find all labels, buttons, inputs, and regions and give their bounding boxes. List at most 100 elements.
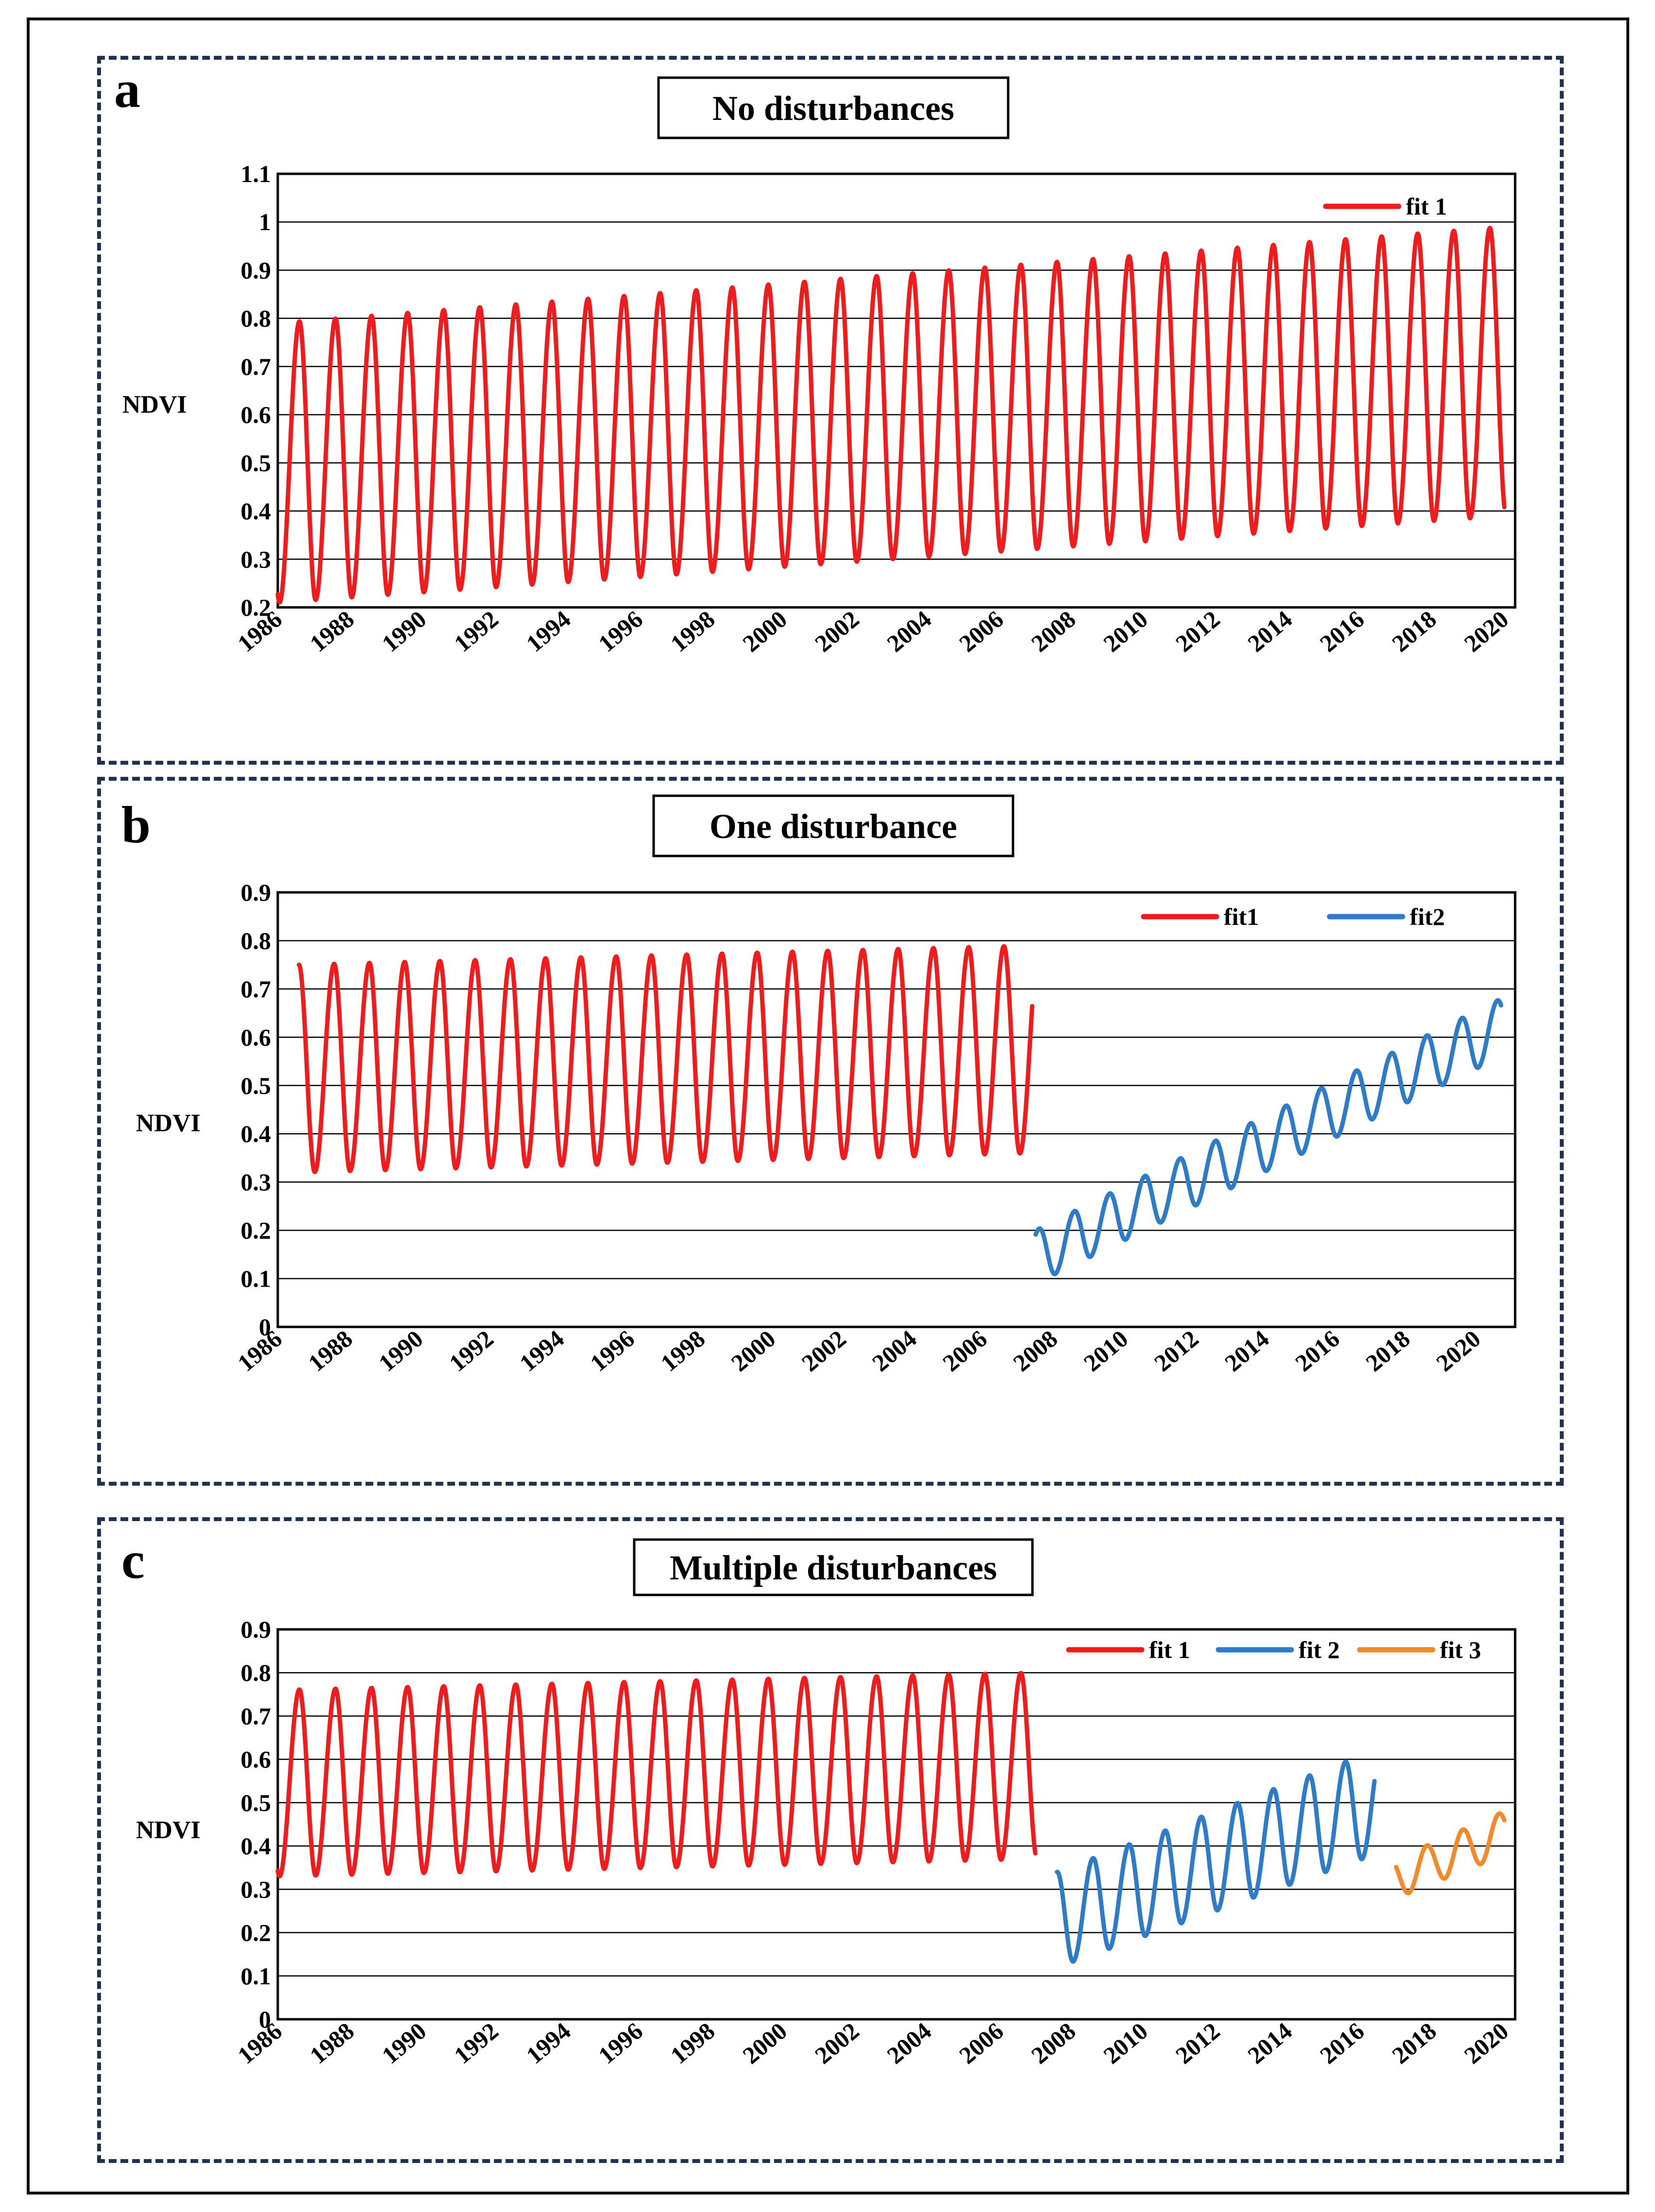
panel-b-x-tick-label: 2002: [796, 1325, 851, 1377]
panel-b-x-tick-label: 2008: [1008, 1325, 1063, 1377]
panel-a-x-tick-label: 2002: [810, 605, 864, 657]
panel-c-y-tick-label: 0.3: [241, 1876, 271, 1903]
panel-a-x-tick-label: 2000: [737, 605, 792, 657]
panel-b-x-tick-label: 2014: [1219, 1325, 1274, 1377]
panel-b-x-tick-label: 1986: [232, 1325, 287, 1377]
panel-a-x-tick-label: 1998: [665, 605, 720, 657]
panel-a-y-tick-label: 0.7: [241, 353, 271, 380]
panel-c-legend-label: fit 3: [1440, 1636, 1481, 1663]
panel-c-letter: c: [121, 1532, 145, 1590]
panel-a-y-tick-label: 0.8: [241, 305, 271, 332]
panel-b-y-tick-label: 0.7: [241, 975, 271, 1003]
panel-a-y-tick-label: 0.6: [241, 401, 271, 428]
panel-b-x-tick-label: 2012: [1149, 1325, 1204, 1377]
panel-c-y-tick-label: 0.6: [241, 1746, 271, 1773]
panel-b-y-axis-title: NDVI: [136, 1109, 201, 1137]
panel-c-y-tick-label: 0.7: [241, 1702, 271, 1729]
panel-b-series-fit2-line: [1033, 998, 1503, 1276]
panel-b-x-tick-label: 2016: [1290, 1325, 1345, 1377]
panel-b-plot-area: [276, 891, 1517, 1328]
panel-a-y-tick-label: 1.1: [241, 160, 271, 187]
panel-a-x-tick-label: 2020: [1459, 605, 1514, 657]
panel-c-series-fit2-line: [1055, 1760, 1377, 1964]
panel-c-frame: [97, 1517, 1564, 2163]
panel-b-x-tick-label: 1988: [303, 1325, 358, 1377]
panel-a-series-fit1-line: [275, 226, 1507, 605]
panel-a-x-tick-label: 2018: [1387, 605, 1442, 657]
panel-b-y-tick-label: 0.6: [241, 1023, 271, 1051]
panel-b-y-tick-label: 0.3: [241, 1169, 271, 1196]
panel-b-legend-label: fit2: [1410, 903, 1445, 930]
panel-b-x-tick-label: 1992: [444, 1325, 499, 1377]
panel-c-series-fit1-line: [275, 1671, 1038, 1878]
panel-b-y-tick-label: 0.1: [241, 1265, 271, 1292]
panel-c-x-tick-label: 1990: [377, 2017, 432, 2069]
panel-b-x-tick-label: 2018: [1360, 1325, 1415, 1377]
panel-a-title: No disturbances: [712, 89, 954, 128]
panel-a-y-tick-label: 0.4: [241, 498, 271, 525]
panel-c-y-axis-title: NDVI: [136, 1816, 201, 1844]
panel-b-x-tick-label: 1998: [656, 1325, 710, 1377]
panel-b-x-tick-label: 2010: [1079, 1325, 1133, 1377]
panel-c-x-tick-label: 1988: [304, 2017, 359, 2069]
panel-c-x-tick-label: 2010: [1098, 2017, 1153, 2069]
panel-b-y-tick-label: 0.8: [241, 927, 271, 954]
panel-b-title: One disturbance: [709, 807, 957, 846]
panel-c-x-tick-label: 1998: [665, 2017, 720, 2069]
panel-a-x-tick-label: 2010: [1098, 605, 1153, 657]
panel-b-y-tick-label: 0.5: [241, 1072, 271, 1099]
panel-c-x-tick-label: 2002: [810, 2017, 864, 2069]
panel-c-y-tick-label: 0.5: [241, 1789, 271, 1816]
panel-a-x-tick-label: 2016: [1315, 605, 1369, 657]
panel-b-y-tick-label: 0: [259, 1313, 271, 1341]
panel-a-x-tick-label: 1988: [304, 605, 359, 657]
panel-c-x-tick-label: 2016: [1315, 2017, 1369, 2069]
panel-c-title-box: [633, 1538, 1034, 1596]
panel-c-legend-label: fit 1: [1149, 1636, 1190, 1663]
panel-c-legend-label: fit 2: [1299, 1636, 1340, 1663]
panel-c-y-tick-label: 0.2: [241, 1919, 271, 1946]
panel-b-y-tick-label: 0.9: [241, 879, 271, 906]
panel-c-x-tick-label: 2006: [954, 2017, 1009, 2069]
panel-a-title-box: [657, 76, 1010, 139]
panel-b-x-tick-label: 1990: [373, 1325, 428, 1377]
panel-a-x-tick-label: 1994: [521, 605, 576, 657]
panel-c-plot-area: [276, 1628, 1517, 2021]
panel-c-x-tick-label: 2004: [882, 2017, 937, 2069]
panel-b-title-box: [652, 794, 1014, 857]
panel-b-y-tick-label: 0.2: [241, 1217, 271, 1244]
panel-a-plot-area: [276, 172, 1517, 609]
panel-a-y-tick-label: 0.2: [241, 594, 271, 621]
panel-a-y-tick-label: 0.3: [241, 546, 271, 573]
panel-c-series-fit3-line: [1394, 1811, 1507, 1895]
panel-a-y-tick-label: 0.5: [241, 449, 271, 476]
panel-a-y-tick-label: 1: [259, 208, 271, 235]
panel-c-y-tick-label: 0: [259, 2006, 271, 2033]
panel-a-x-tick-label: 2006: [954, 605, 1009, 657]
panel-a-x-tick-label: 2008: [1026, 605, 1081, 657]
panel-b-x-tick-label: 2000: [726, 1325, 781, 1377]
panel-c-x-tick-label: 2020: [1459, 2017, 1514, 2069]
panel-c-x-tick-label: 2012: [1170, 2017, 1225, 2069]
panel-c-title: Multiple disturbances: [670, 1548, 997, 1587]
panel-c-y-tick-label: 0.9: [241, 1616, 271, 1643]
panel-a-letter: a: [114, 61, 140, 118]
panel-a-x-tick-label: 1992: [449, 605, 504, 657]
panel-a-y-tick-label: 0.9: [241, 256, 271, 284]
panel-c-x-tick-label: 2014: [1242, 2017, 1297, 2069]
panel-c-y-tick-label: 0.4: [241, 1832, 271, 1860]
panel-c-x-tick-label: 1996: [593, 2017, 648, 2069]
panel-c-x-tick-label: 2008: [1026, 2017, 1081, 2069]
panel-c-x-tick-label: 1986: [232, 2017, 287, 2069]
panel-c-x-tick-label: 2018: [1387, 2017, 1442, 2069]
panel-a-x-tick-label: 2004: [882, 605, 937, 657]
panel-b-series-fit1-line: [297, 944, 1034, 1174]
panel-b-x-tick-label: 2006: [937, 1325, 992, 1377]
panel-b-x-tick-label: 1996: [585, 1325, 640, 1377]
panel-a-y-axis-title: NDVI: [122, 391, 187, 419]
figure-frame: [27, 17, 1629, 2195]
panel-c-x-tick-label: 1994: [521, 2017, 576, 2069]
panel-a-x-tick-label: 2014: [1242, 605, 1297, 657]
panel-a-x-tick-label: 2012: [1170, 605, 1225, 657]
